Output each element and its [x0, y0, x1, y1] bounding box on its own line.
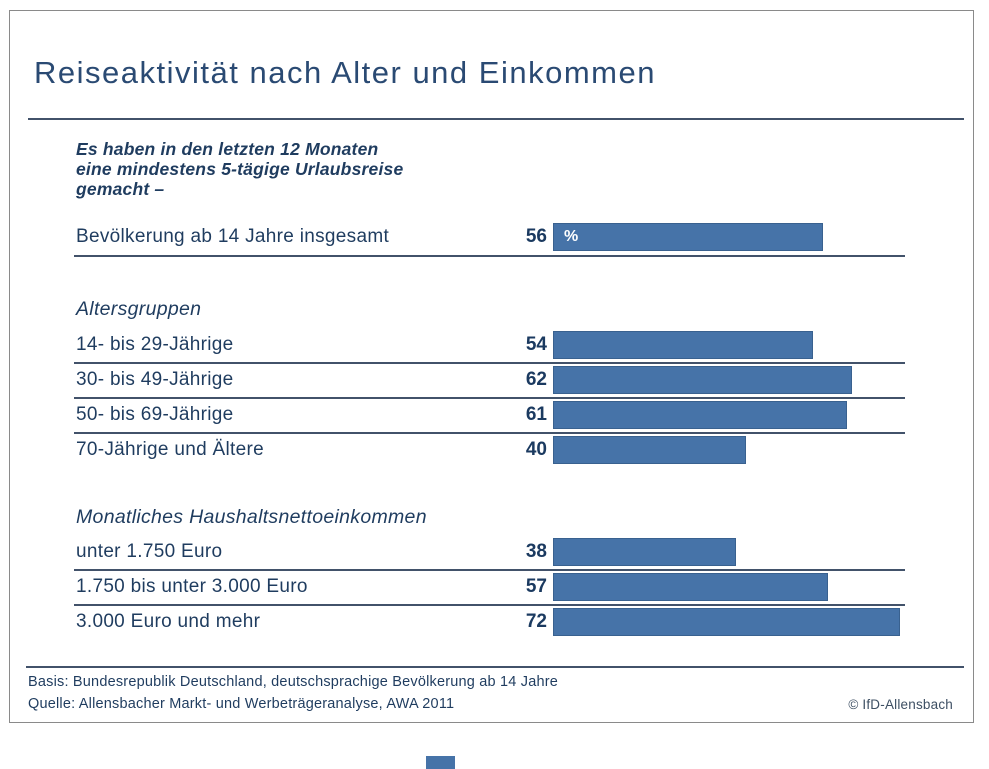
group-header-age: Altersgruppen [76, 298, 202, 320]
row-divider [74, 569, 905, 571]
row-divider [74, 397, 905, 399]
row-divider [74, 362, 905, 364]
subtitle-line: gemacht – [76, 179, 165, 199]
chart-row: 3.000 Euro und mehr 72 [74, 608, 914, 636]
row-bar [553, 401, 847, 429]
row-label: 30- bis 49-Jährige [76, 369, 234, 390]
group-header-income: Monatliches Haushaltsnettoeinkommen [76, 506, 427, 528]
row-label: unter 1.750 Euro [76, 541, 223, 562]
chart-title: Reiseaktivität nach Alter und Einkommen [34, 55, 656, 90]
bottom-accent-mark [426, 756, 455, 769]
row-divider [74, 604, 905, 606]
row-value: 62 [525, 369, 547, 390]
row-bar [553, 608, 900, 636]
row-label: 70-Jährige und Ältere [76, 439, 264, 460]
row-value: 57 [525, 576, 547, 597]
row-bar [553, 436, 746, 464]
chart-card: Reiseaktivität nach Alter und Einkommen … [9, 10, 974, 723]
row-bar: % [553, 223, 823, 251]
chart-row: 50- bis 69-Jährige 61 [74, 401, 914, 429]
footer-basis: Basis: Bundesrepublik Deutschland, deuts… [28, 674, 559, 690]
chart-row: 70-Jährige und Ältere 40 [74, 436, 914, 464]
subtitle-line: Es haben in den letzten 12 Monaten [76, 139, 379, 159]
row-value: 72 [525, 611, 547, 632]
chart-row: 1.750 bis unter 3.000 Euro 57 [74, 573, 914, 601]
footer-divider [26, 666, 964, 668]
row-value: 38 [525, 541, 547, 562]
row-label: Bevölkerung ab 14 Jahre insgesamt [76, 226, 390, 247]
row-bar [553, 331, 813, 359]
row-value: 61 [525, 404, 547, 425]
chart-subtitle: Es haben in den letzten 12 Monaten eine … [76, 139, 403, 199]
chart-row: unter 1.750 Euro 38 [74, 538, 914, 566]
row-value: 40 [525, 439, 547, 460]
chart-row: 14- bis 29-Jährige 54 [74, 331, 914, 359]
subtitle-line: eine mindestens 5-tägige Urlaubsreise [76, 159, 404, 179]
row-label: 14- bis 29-Jährige [76, 334, 234, 355]
row-label: 1.750 bis unter 3.000 Euro [76, 576, 308, 597]
row-value: 56 [525, 226, 547, 247]
row-value: 54 [525, 334, 547, 355]
footer-quelle: Quelle: Allensbacher Markt- und Werbeträ… [28, 696, 455, 712]
unit-label: % [564, 228, 579, 245]
title-divider [28, 118, 964, 120]
row-divider [74, 255, 905, 257]
chart-row: 30- bis 49-Jährige 62 [74, 366, 914, 394]
row-label: 3.000 Euro und mehr [76, 611, 261, 632]
chart-row-total: Bevölkerung ab 14 Jahre insgesamt 56 % [74, 223, 914, 251]
row-divider [74, 432, 905, 434]
row-bar [553, 538, 736, 566]
row-bar [553, 366, 852, 394]
row-label: 50- bis 69-Jährige [76, 404, 234, 425]
row-bar [553, 573, 828, 601]
footer-copyright: © IfD-Allensbach [848, 697, 953, 712]
